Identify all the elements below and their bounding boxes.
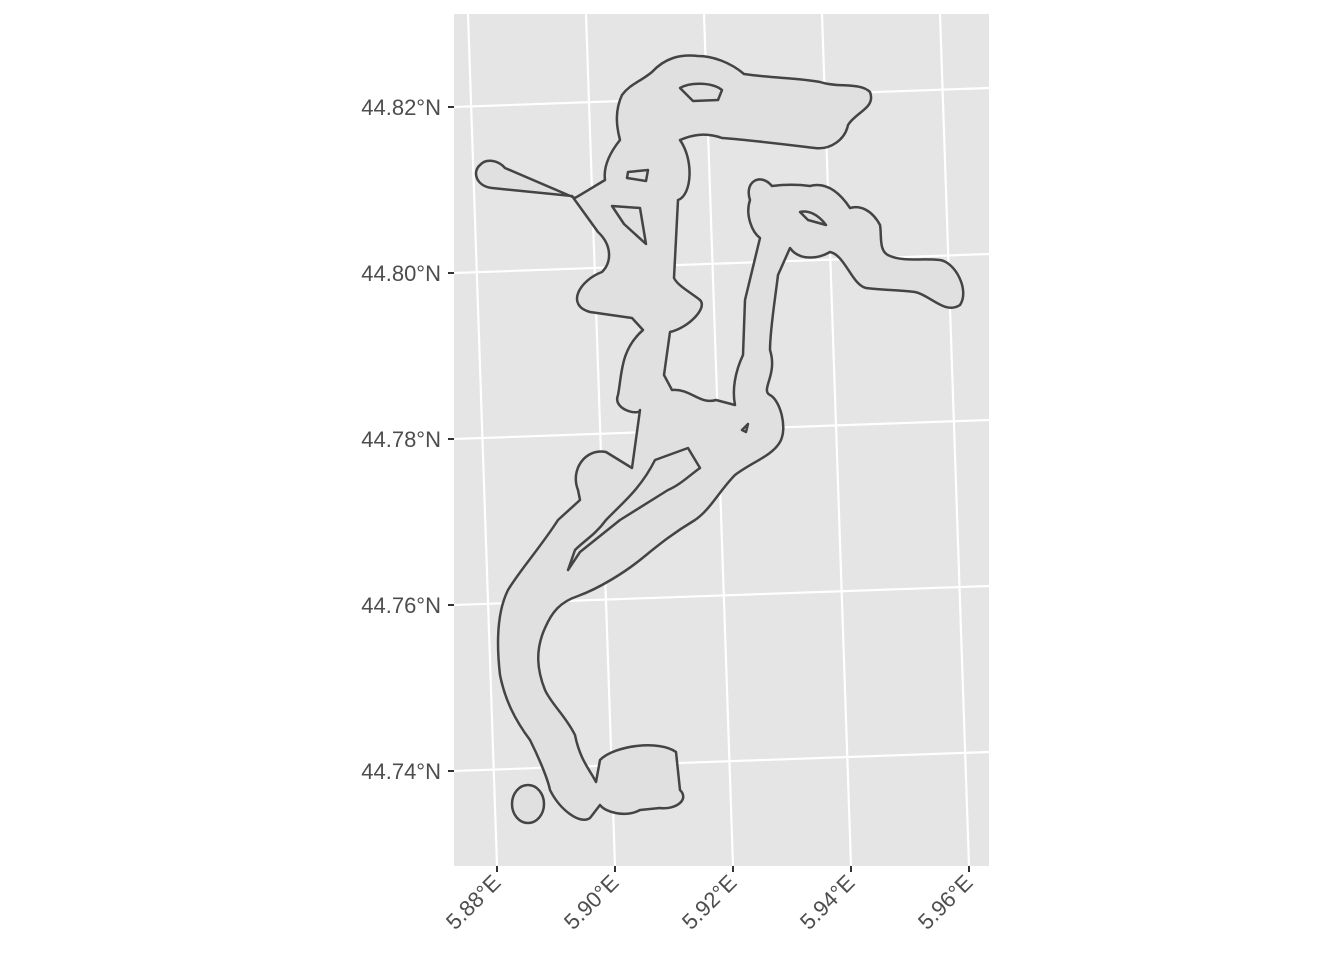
y-tick-label: 44.82°N xyxy=(361,95,441,120)
notch-center xyxy=(740,422,750,434)
x-tick-label: 5.92°E xyxy=(677,870,742,935)
y-tick-label: 44.78°N xyxy=(361,427,441,452)
y-axis: 44.82°N 44.80°N 44.78°N 44.76°N 44.74°N xyxy=(361,95,454,784)
meridian-5-94 xyxy=(820,14,853,866)
hole-center xyxy=(566,446,702,572)
x-tick-label: 5.94°E xyxy=(795,870,860,935)
hole-left-small xyxy=(625,168,650,183)
x-tick-label: 5.96°E xyxy=(913,870,978,935)
track-outline xyxy=(474,54,965,821)
meridian-5-88 xyxy=(466,14,499,866)
track-buffer-shape xyxy=(474,54,965,825)
x-tick-label: 5.90°E xyxy=(559,870,624,935)
isolated-blob xyxy=(510,783,546,825)
y-tick-label: 44.74°N xyxy=(361,759,441,784)
x-tick-label: 5.88°E xyxy=(441,870,506,935)
parallel-44-80 xyxy=(454,252,989,275)
x-axis: 5.88°E 5.90°E 5.92°E 5.94°E 5.96°E xyxy=(441,866,978,934)
hole-top xyxy=(678,82,724,103)
hole-right xyxy=(798,210,828,227)
y-tick-label: 44.80°N xyxy=(361,261,441,286)
meridian-5-90 xyxy=(584,14,617,866)
hole-left-triangle xyxy=(610,204,648,246)
y-tick-label: 44.76°N xyxy=(361,593,441,618)
meridian-5-96 xyxy=(938,14,971,866)
